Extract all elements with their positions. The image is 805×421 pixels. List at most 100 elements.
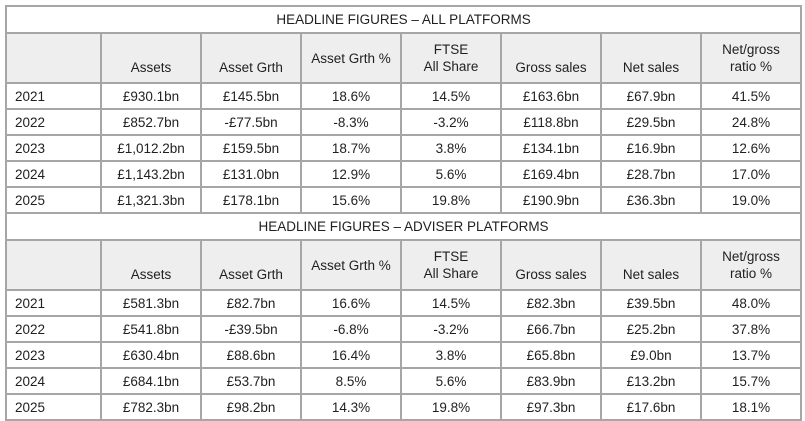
year-cell: 2021 <box>5 289 102 317</box>
value-cell: £852.7bn <box>100 108 202 136</box>
value-cell: £684.1bn <box>100 367 202 395</box>
value-cell: 18.7% <box>300 134 402 162</box>
column-header-net-gross-ratio: Net/gross ratio % <box>699 32 803 84</box>
year-cell: 2022 <box>5 315 102 343</box>
value-cell: £178.1bn <box>200 186 302 214</box>
value-cell: £9.0bn <box>600 341 702 369</box>
value-cell: £66.7bn <box>500 315 602 343</box>
value-cell: 16.4% <box>300 341 402 369</box>
value-cell: £169.4bn <box>500 160 602 188</box>
value-cell: £131.0bn <box>200 160 302 188</box>
column-header-net-gross-ratio: Net/gross ratio % <box>699 239 803 291</box>
value-cell: £53.7bn <box>200 367 302 395</box>
value-cell: £29.5bn <box>600 108 702 136</box>
value-cell: -6.8% <box>300 315 402 343</box>
column-header-net-sales: Net sales <box>600 32 702 84</box>
column-header-year <box>5 32 102 84</box>
column-header-asset-grth: Asset Grth <box>200 239 302 291</box>
value-cell: £13.2bn <box>600 367 702 395</box>
value-cell: 24.8% <box>699 108 803 136</box>
value-cell: £159.5bn <box>200 134 302 162</box>
value-cell: £1,143.2bn <box>100 160 202 188</box>
value-cell: £39.5bn <box>600 289 702 317</box>
year-cell: 2024 <box>5 160 102 188</box>
value-cell: £782.3bn <box>100 393 202 421</box>
column-header-net-sales: Net sales <box>600 239 702 291</box>
table-section-0: HEADLINE FIGURES – ALL PLATFORMS Assets As… <box>4 5 803 214</box>
value-cell: 8.5% <box>300 367 402 395</box>
column-header-gross-sales: Gross sales <box>500 239 602 291</box>
value-cell: £145.5bn <box>200 82 302 110</box>
value-cell: £98.2bn <box>200 393 302 421</box>
value-cell: £541.8bn <box>100 315 202 343</box>
value-cell: £88.6bn <box>200 341 302 369</box>
value-cell: -£77.5bn <box>200 108 302 136</box>
value-cell: £581.3bn <box>100 289 202 317</box>
table-section-1: HEADLINE FIGURES – ADVISER PLATFORMS Asse… <box>4 212 803 421</box>
value-cell: 19.8% <box>400 393 502 421</box>
value-cell: £65.8bn <box>500 341 602 369</box>
section-title: HEADLINE FIGURES – ADVISER PLATFORMS <box>4 212 803 241</box>
value-cell: £930.1bn <box>100 82 202 110</box>
column-header-assets: Assets <box>100 32 202 84</box>
value-cell: 14.5% <box>400 289 502 317</box>
value-cell: £67.9bn <box>600 82 702 110</box>
value-cell: 19.8% <box>400 186 502 214</box>
value-cell: £28.7bn <box>600 160 702 188</box>
column-header-gross-sales: Gross sales <box>500 32 602 84</box>
value-cell: 15.7% <box>699 367 803 395</box>
value-cell: 3.8% <box>400 134 502 162</box>
section-title-row: HEADLINE FIGURES – ADVISER PLATFORMS <box>4 212 803 241</box>
value-cell: 18.6% <box>300 82 402 110</box>
value-cell: 13.7% <box>699 341 803 369</box>
value-cell: £630.4bn <box>100 341 202 369</box>
data-row-2021: 2021 £581.3bn £82.7bn 16.6% 14.5% £82.3bn £39.… <box>5 289 803 317</box>
data-row-2023: 2023 £630.4bn £88.6bn 16.4% 3.8% £65.8bn £9.0b… <box>5 341 803 369</box>
value-cell: 48.0% <box>699 289 803 317</box>
data-row-2024: 2024 £684.1bn £53.7bn 8.5% 5.6% £83.9bn £13.2b… <box>5 367 803 395</box>
value-cell: £163.6bn <box>500 82 602 110</box>
value-cell: 17.0% <box>699 160 803 188</box>
column-header-ftse-all-share: FTSE All Share <box>400 239 502 291</box>
data-row-2022: 2022 £541.8bn -£39.5bn -6.8% -3.2% £66.7bn £25… <box>5 315 803 343</box>
value-cell: £118.8bn <box>500 108 602 136</box>
value-cell: £1,012.2bn <box>100 134 202 162</box>
value-cell: 16.6% <box>300 289 402 317</box>
value-cell: 12.9% <box>300 160 402 188</box>
value-cell: 14.5% <box>400 82 502 110</box>
value-cell: 5.6% <box>400 160 502 188</box>
value-cell: £82.7bn <box>200 289 302 317</box>
column-header-year <box>5 239 102 291</box>
value-cell: 12.6% <box>699 134 803 162</box>
value-cell: 15.6% <box>300 186 402 214</box>
value-cell: £97.3bn <box>500 393 602 421</box>
year-cell: 2023 <box>5 134 102 162</box>
column-header-row: Assets Asset Grth Asset Grth % FTSE All Sha… <box>5 239 803 291</box>
section-title: HEADLINE FIGURES – ALL PLATFORMS <box>4 5 803 34</box>
year-cell: 2023 <box>5 341 102 369</box>
value-cell: -£39.5bn <box>200 315 302 343</box>
year-cell: 2025 <box>5 393 102 421</box>
value-cell: 5.6% <box>400 367 502 395</box>
column-header-assets: Assets <box>100 239 202 291</box>
year-cell: 2022 <box>5 108 102 136</box>
column-header-asset-grth: Asset Grth % <box>300 239 402 291</box>
section-title-row: HEADLINE FIGURES – ALL PLATFORMS <box>4 5 803 34</box>
column-header-row: Assets Asset Grth Asset Grth % FTSE All Sha… <box>5 32 803 84</box>
column-header-asset-grth: Asset Grth % <box>300 32 402 84</box>
year-cell: 2024 <box>5 367 102 395</box>
year-cell: 2021 <box>5 82 102 110</box>
year-cell: 2025 <box>5 186 102 214</box>
data-row-2021: 2021 £930.1bn £145.5bn 18.6% 14.5% £163.6bn £6… <box>5 82 803 110</box>
value-cell: £16.9bn <box>600 134 702 162</box>
value-cell: £190.9bn <box>500 186 602 214</box>
value-cell: £134.1bn <box>500 134 602 162</box>
data-row-2022: 2022 £852.7bn -£77.5bn -8.3% -3.2% £118.8bn £2… <box>5 108 803 136</box>
value-cell: 14.3% <box>300 393 402 421</box>
value-cell: 18.1% <box>699 393 803 421</box>
data-row-2025: 2025 £782.3bn £98.2bn 14.3% 19.8% £97.3bn £17.… <box>5 393 803 421</box>
column-header-ftse-all-share: FTSE All Share <box>400 32 502 84</box>
value-cell: 37.8% <box>699 315 803 343</box>
value-cell: £36.3bn <box>600 186 702 214</box>
headline-figures-table: HEADLINE FIGURES – ALL PLATFORMS Assets As… <box>4 5 803 421</box>
